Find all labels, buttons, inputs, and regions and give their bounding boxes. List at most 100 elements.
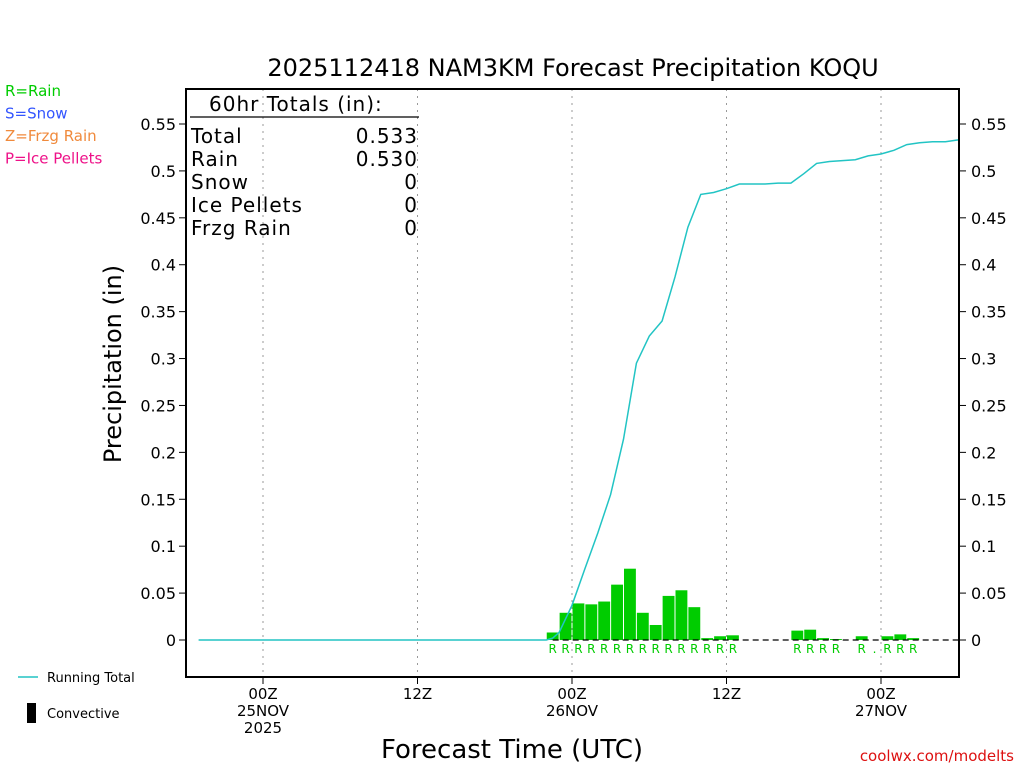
precip-bar (855, 636, 868, 640)
y-tick-label: 0.55 (140, 115, 176, 134)
totals-row-value: 0 (404, 216, 418, 240)
x-tick-label: 12Z (403, 685, 432, 703)
y-axis-ticks: 0 00.05 0.050.1 0.10.15 0.150.2 0.20.25 0.250.… (140, 115, 1006, 650)
precip-bar (817, 638, 829, 640)
y-tick-label: 0.5 (971, 162, 996, 181)
y-tick-label: 0.2 (971, 443, 996, 462)
x-tick-label: 12Z (712, 685, 741, 703)
y-tick-label: 0.2 (151, 443, 176, 462)
y-tick-label: 0.15 (971, 490, 1007, 509)
precip-bar (585, 604, 598, 640)
ptype-legend-item: P=Ice Pellets (5, 150, 102, 168)
ptype-code: R (613, 642, 621, 656)
precip-bar (688, 607, 701, 640)
y-tick-label: 0.4 (971, 256, 996, 275)
x-tick-label: 00Z (866, 685, 895, 703)
ptype-code: R (716, 642, 724, 656)
x-tick-label: 26NOV (546, 702, 599, 720)
y-tick-label: 0.4 (151, 256, 176, 275)
ptype-legend-item: R=Rain (5, 82, 61, 100)
totals-row-value: 0.530 (356, 147, 418, 171)
precip-bar (714, 636, 726, 640)
ptype-code: R (819, 642, 827, 656)
y-tick-label: 0.15 (140, 490, 176, 509)
ptype-code: R (664, 642, 672, 656)
ptype-code: R (896, 642, 904, 656)
running-total-legend-label: Running Total (47, 671, 135, 686)
precip-bar (598, 601, 611, 640)
precip-bar (881, 636, 894, 640)
y-tick-label: 0.25 (140, 396, 176, 415)
totals-box: 60hr Totals (in): Total 0.533 Rain 0.530 Snow… (190, 92, 419, 240)
precip-bars (546, 568, 920, 640)
y-tick-label: 0 (166, 631, 176, 650)
precip-bar (611, 584, 623, 640)
convective-swatch (27, 703, 36, 723)
ptype-code: R (883, 642, 891, 656)
ptype-code: R (677, 642, 685, 656)
ptype-code: R (626, 642, 634, 656)
x-tick-label: 2025 (244, 719, 282, 737)
x-tick-label: 25NOV (237, 702, 290, 720)
ptype-code: R (652, 642, 660, 656)
y-tick-label: 0.55 (971, 115, 1007, 134)
credit-text: coolwx.com/modelts (860, 747, 1014, 765)
y-tick-label: 0.1 (971, 537, 996, 556)
x-axis-label: Forecast Time (UTC) (381, 735, 643, 765)
precip-bar (701, 638, 714, 640)
ptype-code: R (587, 642, 595, 656)
y-tick-label: 0.05 (971, 584, 1007, 603)
y-tick-label: 0.3 (151, 350, 176, 369)
precip-bar (636, 612, 649, 640)
precip-bar (662, 595, 675, 640)
precip-bar (546, 632, 559, 640)
precip-bar (791, 630, 804, 640)
y-axis-label: Precipitation (in) (99, 265, 127, 463)
ptype-code: R (703, 642, 711, 656)
precip-bar (675, 590, 688, 640)
convective-legend-label: Convective (47, 707, 120, 722)
ptype-legend-item: S=Snow (5, 105, 68, 123)
x-tick-label: 00Z (248, 685, 277, 703)
totals-row-label: Frzg Rain (191, 216, 292, 240)
x-tick-label: 27NOV (855, 702, 908, 720)
precip-bar (894, 634, 907, 640)
ptype-code: R (729, 642, 737, 656)
ptype-code: R (793, 642, 801, 656)
precip-bar (649, 624, 662, 640)
totals-row-label: Total (190, 124, 243, 148)
ptype-code: R (639, 642, 647, 656)
precip-bar (804, 629, 817, 640)
precip-bar (624, 568, 636, 640)
ptype-code: R (858, 642, 866, 656)
y-tick-label: 0 (971, 631, 981, 650)
y-tick-label: 0.3 (971, 350, 996, 369)
totals-row-label: Snow (191, 170, 249, 194)
precip-bar (907, 638, 920, 640)
y-tick-label: 0.05 (140, 584, 176, 603)
ptype-code: R (690, 642, 698, 656)
ptype-code: R (574, 642, 582, 656)
totals-row-value: 0.533 (356, 124, 418, 148)
totals-row-label: Rain (191, 147, 239, 171)
ptype-code: . (873, 642, 877, 656)
grid-lines (262, 89, 882, 677)
totals-header: 60hr Totals (in): (209, 92, 383, 116)
totals-row-value: 0 (404, 193, 418, 217)
y-tick-label: 0.45 (140, 209, 176, 228)
ptype-code: R (600, 642, 608, 656)
totals-row-value: 0 (404, 170, 418, 194)
ptype-legend: R=Rain S=Snow Z=Frzg Rain P=Ice Pellets (5, 82, 102, 168)
precip-bar (572, 603, 585, 640)
chart-title: 2025112418 NAM3KM Forecast Precipitation… (267, 54, 878, 82)
ptype-code: R (832, 642, 840, 656)
ptype-code: R (561, 642, 569, 656)
x-tick-label: 00Z (557, 685, 586, 703)
totals-row-label: Ice Pellets (191, 193, 303, 217)
y-tick-label: 0.25 (971, 396, 1007, 415)
y-tick-label: 0.45 (971, 209, 1007, 228)
y-tick-label: 0.5 (151, 162, 176, 181)
precip-bar (727, 635, 739, 640)
